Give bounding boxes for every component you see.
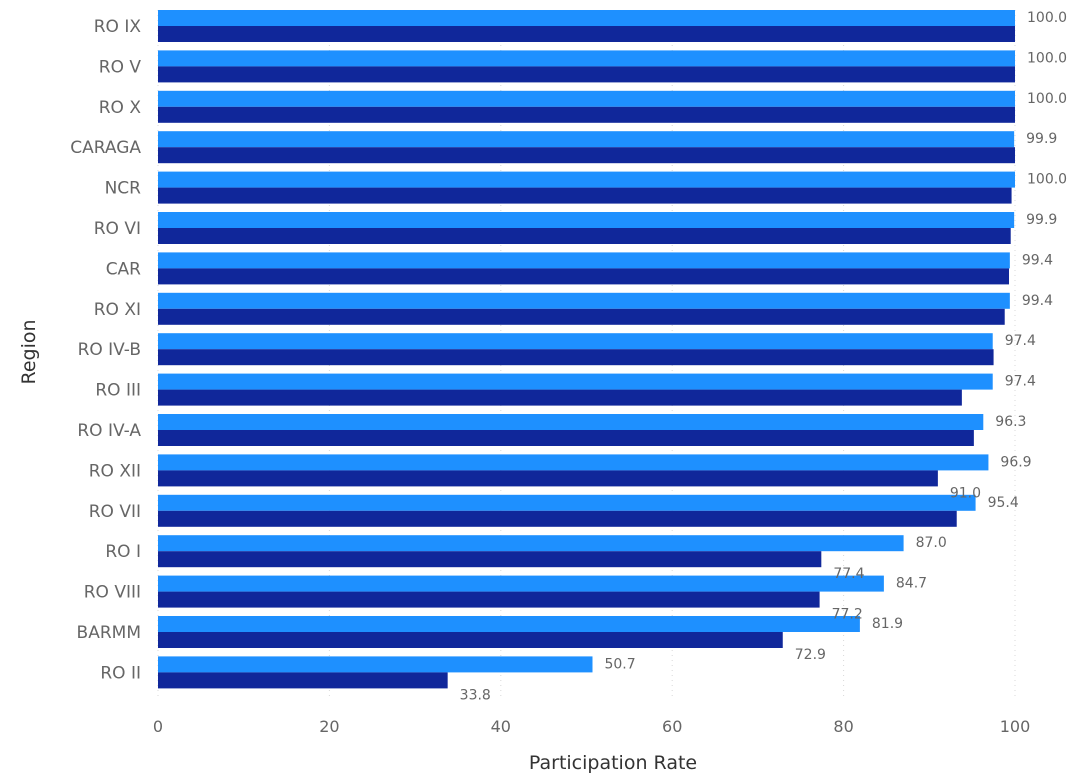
data-label-series-1: 99.4 — [1022, 252, 1053, 268]
data-label-series-1: 96.9 — [1000, 454, 1031, 470]
bar-series-1 — [158, 373, 993, 390]
bar-series-2 — [158, 510, 957, 527]
data-label-series-2: 72.9 — [795, 647, 826, 663]
bar-series-1 — [158, 535, 904, 552]
bar-series-1 — [158, 333, 993, 350]
x-tick-label: 60 — [662, 717, 682, 736]
data-label-series-1: 81.9 — [872, 616, 903, 632]
bar-series-1 — [158, 414, 984, 430]
category-label: RO XI — [94, 300, 141, 320]
data-label-series-1: 96.3 — [995, 414, 1026, 430]
data-label-series-1: 99.9 — [1026, 212, 1057, 228]
bar-series-2 — [158, 551, 822, 568]
x-tick-label: 80 — [833, 717, 853, 736]
data-label-series-1: 50.7 — [604, 656, 635, 672]
data-label-series-1: 100.0 — [1027, 91, 1067, 107]
data-label-series-1: 100.0 — [1027, 50, 1067, 66]
category-label: RO VII — [89, 502, 141, 522]
bar-series-2 — [158, 187, 1012, 204]
bar-series-2 — [158, 672, 448, 689]
bar-series-1 — [158, 656, 593, 673]
x-tick-label: 100 — [1000, 717, 1031, 736]
bar-series-1 — [158, 454, 989, 471]
category-label: CARAGA — [70, 138, 141, 158]
category-label: RO XII — [89, 461, 141, 481]
data-label-series-1: 100.0 — [1027, 10, 1067, 26]
x-tick-label: 0 — [153, 717, 163, 736]
bar-series-2 — [158, 389, 962, 406]
data-label-series-2: 91.0 — [950, 485, 981, 501]
y-axis-title: Region — [18, 319, 40, 384]
data-label-series-1: 95.4 — [988, 495, 1019, 511]
data-label-series-1: 99.9 — [1026, 131, 1057, 147]
category-label: CAR — [106, 259, 141, 279]
bar-series-1 — [158, 90, 1015, 107]
category-label: RO IV-B — [78, 340, 141, 360]
category-label: RO VIII — [84, 583, 141, 603]
bar-series-1 — [158, 171, 1015, 188]
bar-series-2 — [158, 268, 1010, 285]
category-label: RO IX — [94, 17, 142, 37]
bar-series-2 — [158, 147, 1015, 164]
x-tick-label: 20 — [319, 717, 339, 736]
category-labels: RO IX RO V RO X CARAGA NCR RO VI CAR RO XI RO IV… — [70, 17, 141, 683]
data-label-series-1: 84.7 — [896, 576, 927, 592]
category-label: RO X — [99, 98, 142, 118]
category-label: RO I — [105, 542, 141, 562]
bar-series-2 — [158, 308, 1005, 325]
category-label: RO V — [99, 57, 142, 77]
bar-series-1 — [158, 10, 1015, 26]
bars — [158, 10, 1015, 689]
bar-series-1 — [158, 616, 860, 632]
category-label: BARMM — [77, 623, 141, 643]
bar-series-1 — [158, 252, 1010, 269]
data-label-series-2: 77.2 — [832, 607, 863, 623]
data-label-series-1: 99.4 — [1022, 293, 1053, 309]
bar-series-1 — [158, 292, 1010, 309]
x-tick-label: 40 — [491, 717, 511, 736]
bar-series-2 — [158, 26, 1015, 42]
x-tick-labels: 0 20 40 60 80 100 — [153, 717, 1030, 736]
x-axis-title: Participation Rate — [529, 752, 697, 774]
bar-series-2 — [158, 470, 938, 487]
bar-series-1 — [158, 494, 976, 511]
category-label: RO VI — [94, 219, 141, 239]
bar-series-1 — [158, 50, 1015, 67]
data-label-series-1: 100.0 — [1027, 172, 1067, 188]
bar-series-2 — [158, 430, 974, 446]
category-label: RO III — [95, 381, 141, 401]
data-labels: 100.0 100.0 100.0 99.9 100.0 99.9 99.4 99.4 97.4… — [460, 10, 1067, 703]
bar-series-2 — [158, 106, 1015, 123]
data-label-series-2: 77.4 — [833, 566, 864, 582]
bar-series-1 — [158, 131, 1015, 148]
data-label-series-1: 87.0 — [916, 535, 947, 551]
category-label: RO II — [100, 663, 141, 683]
bar-series-2 — [158, 66, 1015, 83]
bar-series-2 — [158, 591, 820, 608]
bar-series-2 — [158, 349, 994, 366]
bar-series-2 — [158, 228, 1011, 244]
data-label-series-1: 97.4 — [1005, 333, 1036, 349]
bar-series-1 — [158, 575, 884, 592]
bar-series-2 — [158, 632, 783, 648]
data-label-series-2: 33.8 — [460, 687, 491, 703]
category-label: RO IV-A — [77, 421, 141, 441]
bar-series-1 — [158, 212, 1015, 228]
category-label: NCR — [105, 179, 142, 199]
data-label-series-1: 97.4 — [1005, 374, 1036, 390]
